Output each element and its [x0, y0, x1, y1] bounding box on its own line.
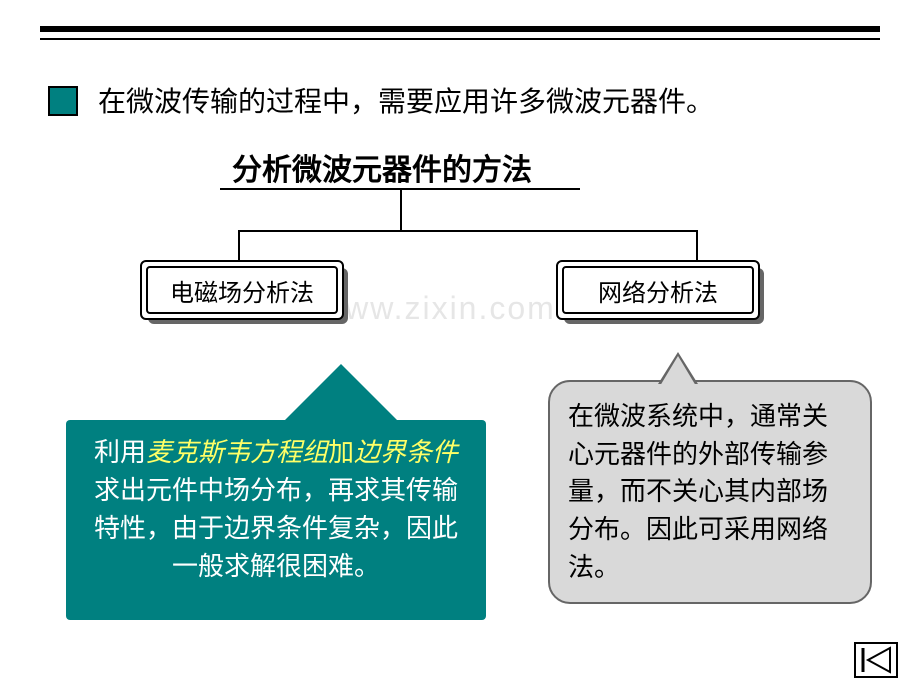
- callout-gray-tail: [660, 356, 696, 386]
- teal-em2: 边界条件: [354, 438, 458, 467]
- header-rule-thick: [40, 26, 880, 32]
- intro-text: 在微波传输的过程中，需要应用许多微波元器件。: [98, 80, 714, 120]
- box-label-right: 网络分析法: [562, 266, 754, 314]
- bullet-square: [48, 86, 78, 116]
- callout-gray: 在微波系统中，通常关心元器件的外部传输参量，而不关心其内部场分布。因此可采用网络…: [548, 380, 872, 604]
- slide: 在微波传输的过程中，需要应用许多微波元器件。 分析微波元器件的方法 www.zi…: [0, 0, 920, 690]
- callout-teal-text: 利用麦克斯韦方程组加边界条件求出元件中场分布，再求其传输特性，由于边界条件复杂，…: [82, 434, 470, 586]
- teal-prefix: 利用: [94, 438, 146, 467]
- subtitle: 分析微波元器件的方法: [232, 145, 532, 189]
- header-rule-thin: [40, 38, 880, 40]
- teal-mid: 加: [328, 438, 354, 467]
- tree-vertical-root: [400, 190, 402, 230]
- teal-em1: 麦克斯韦方程组: [146, 438, 328, 467]
- callout-teal-tail: [281, 364, 401, 424]
- tree-horizontal: [238, 230, 698, 232]
- tree-vertical-right: [696, 230, 698, 260]
- callout-gray-text: 在微波系统中，通常关心元器件的外部传输参量，而不关心其内部场分布。因此可采用网络…: [568, 398, 852, 586]
- nav-prev-button[interactable]: [854, 642, 898, 678]
- tree-vertical-left: [238, 230, 240, 260]
- callout-teal: 利用麦克斯韦方程组加边界条件求出元件中场分布，再求其传输特性，由于边界条件复杂，…: [66, 420, 486, 620]
- box-label-left: 电磁场分析法: [146, 266, 338, 314]
- teal-suffix: 求出元件中场分布，再求其传输特性，由于边界条件复杂，因此一般求解很困难。: [94, 476, 458, 581]
- skip-back-icon: [854, 642, 898, 678]
